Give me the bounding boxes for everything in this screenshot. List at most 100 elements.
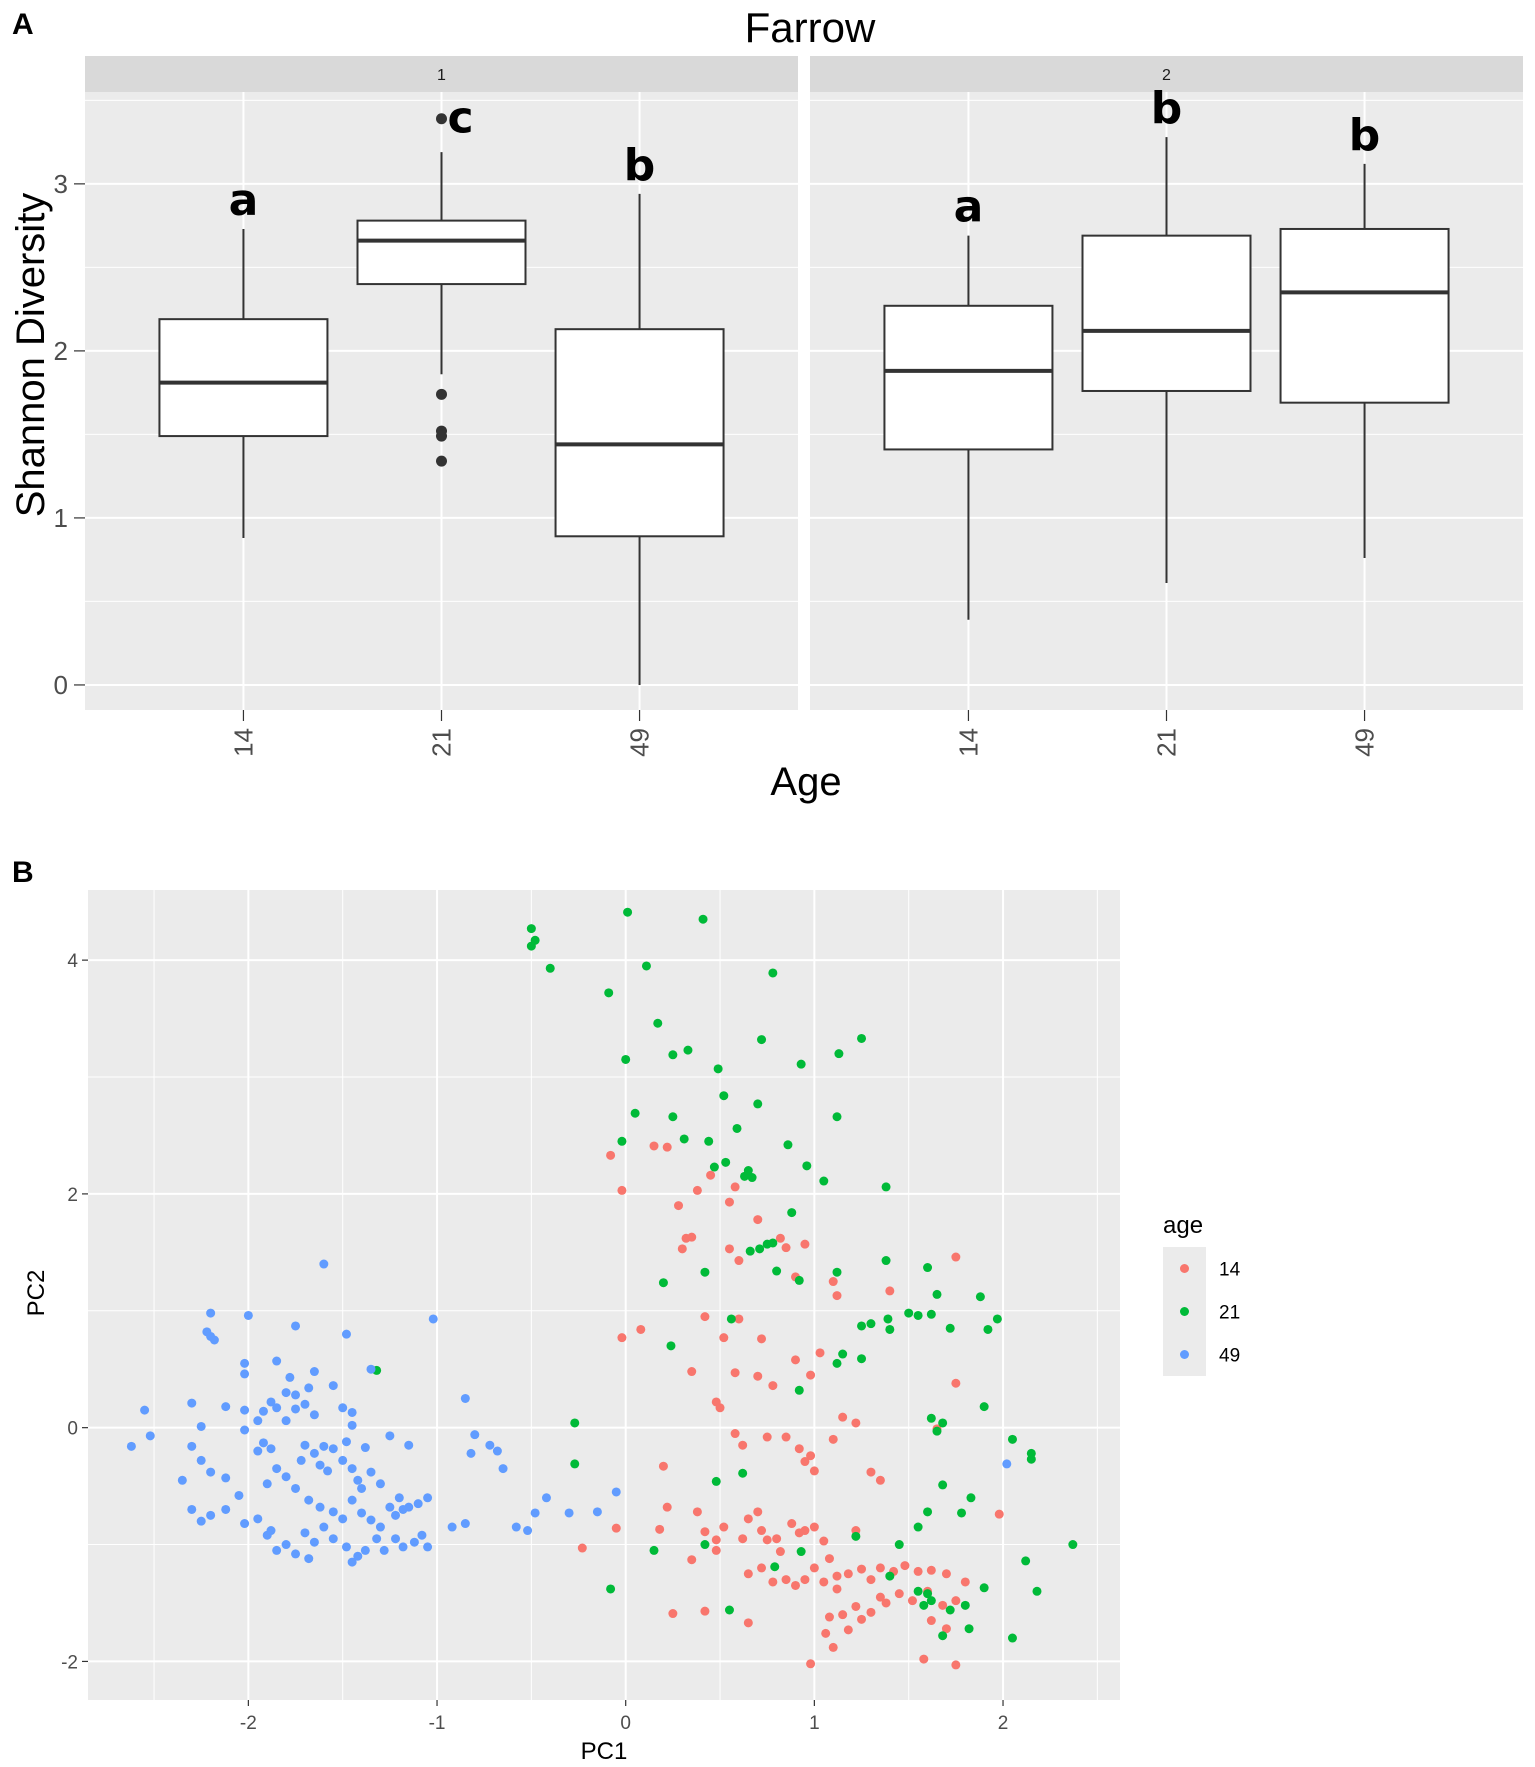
data-point-age-49 [319,1441,329,1451]
data-point-age-21 [832,1358,842,1368]
data-point-age-21 [606,1584,616,1594]
data-point-age-14 [838,1610,848,1620]
data-point-age-49 [281,1416,291,1426]
data-point-age-49 [187,1441,197,1451]
data-point-age-49 [460,1519,470,1529]
data-point-age-14 [662,1502,672,1512]
data-point-age-14 [832,1584,842,1594]
data-point-age-49 [300,1399,310,1409]
data-point-age-14 [577,1543,587,1553]
data-point-age-49 [347,1407,357,1417]
data-point-age-49 [240,1358,250,1368]
data-point-age-14 [857,1564,867,1574]
data-point-age-49 [511,1522,521,1532]
data-point-age-21 [894,1540,904,1550]
data-point-age-49 [347,1557,357,1567]
data-point-age-21 [938,1631,948,1641]
data-point-age-14 [843,1569,853,1579]
data-point-age-49 [126,1441,136,1451]
data-point-age-14 [875,1475,885,1485]
significance-letter: a [229,175,259,226]
data-point-age-14 [824,1612,834,1622]
x-tick-label: 1 [809,1713,820,1734]
data-point-age-14 [724,1197,734,1207]
data-point-age-49 [209,1335,219,1345]
y-axis-label: PC2 [23,1270,50,1317]
data-point-age-49 [258,1406,268,1416]
data-point-age-49 [611,1487,621,1497]
x-tick-label: 21 [1152,728,1182,757]
data-point-age-14 [815,1348,825,1358]
data-point-age-49 [253,1416,263,1426]
data-point-age-49 [187,1504,197,1514]
data-point-age-14 [951,1660,961,1670]
data-point-age-49 [328,1507,338,1517]
data-point-age-49 [460,1393,470,1403]
data-point-age-14 [819,1577,829,1587]
data-point-age-21 [979,1583,989,1593]
data-point-age-14 [866,1467,876,1477]
data-point-age-21 [945,1605,955,1615]
facet-strip-label: 2 [1162,67,1171,84]
data-point-age-21 [621,1054,631,1064]
box [356,219,527,286]
data-point-age-49 [466,1448,476,1458]
data-point-age-14 [700,1606,710,1616]
data-point-age-21 [623,907,633,917]
x-axis-label: PC1 [581,1738,628,1765]
data-point-age-49 [385,1502,395,1512]
data-point-age-14 [951,1252,961,1262]
data-point-age-49 [404,1440,414,1450]
data-point-age-21 [926,1596,936,1606]
data-point-age-14 [753,1215,763,1225]
data-point-age-14 [843,1625,853,1635]
data-point-age-14 [913,1566,923,1576]
data-point-age-14 [730,1182,740,1192]
data-point-age-14 [790,1355,800,1365]
data-point-age-14 [960,1577,970,1587]
data-point-age-14 [677,1244,687,1254]
data-point-age-14 [800,1575,810,1585]
data-point-age-49 [240,1369,250,1379]
data-point-age-21 [979,1402,989,1412]
data-point-age-49 [391,1534,401,1544]
data-point-age-49 [285,1372,295,1382]
data-point-age-14 [866,1575,876,1585]
data-point-age-21 [819,1176,829,1186]
data-point-age-21 [923,1507,933,1517]
data-point-age-21 [802,1161,812,1171]
data-point-age-21 [1026,1454,1036,1464]
data-point-age-49 [258,1438,268,1448]
data-point-age-14 [711,1535,721,1545]
data-point-age-49 [423,1542,433,1552]
data-point-age-49 [300,1440,310,1450]
data-point-age-21 [768,968,778,978]
data-point-age-49 [266,1444,276,1454]
data-point-age-21 [923,1263,933,1273]
data-point-age-49 [541,1493,551,1503]
data-point-age-14 [951,1596,961,1606]
data-point-age-14 [926,1616,936,1626]
data-point-age-49 [234,1490,244,1500]
data-point-age-14 [724,1244,734,1254]
data-point-age-14 [768,1577,778,1587]
data-point-age-21 [668,1112,678,1122]
data-point-age-21 [834,1049,844,1059]
data-point-age-49 [353,1475,363,1485]
data-point-age-49 [315,1460,325,1470]
y-tick-label: 4 [67,951,78,972]
data-point-age-49 [240,1519,250,1529]
data-point-age-21 [794,1275,804,1285]
x-axis-label: Age [770,760,841,804]
data-point-age-21 [857,1354,867,1364]
data-point-age-14 [828,1642,838,1652]
data-point-age-49 [309,1448,319,1458]
data-point-age-14 [715,1403,725,1413]
data-point-age-14 [706,1170,716,1180]
data-point-age-14 [674,1201,684,1211]
data-point-age-49 [272,1545,282,1555]
data-point-age-14 [806,1451,816,1461]
data-point-age-49 [300,1528,310,1538]
data-point-age-49 [592,1507,602,1517]
